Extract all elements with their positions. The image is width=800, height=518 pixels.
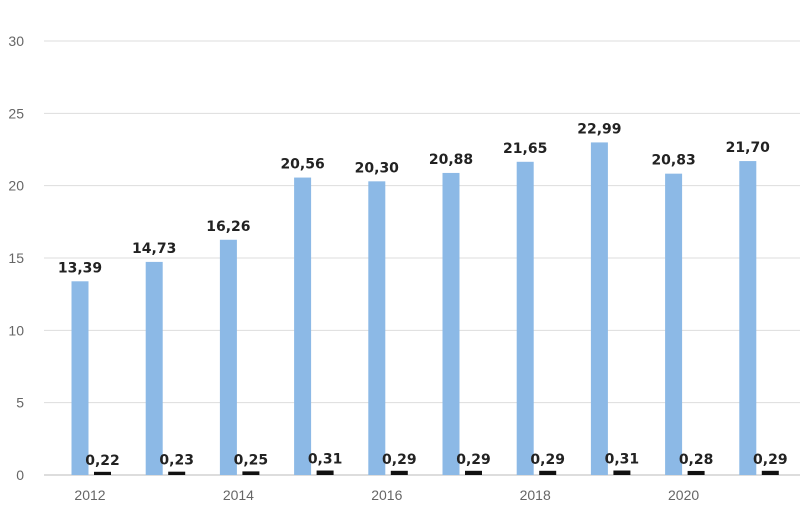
bar-2021 (739, 161, 757, 475)
bar-value-label: 20,88 (429, 152, 473, 168)
small-bar-value-label: 0,23 (159, 453, 194, 469)
y-tick-label: 15 (8, 250, 24, 266)
y-tick-label: 25 (8, 105, 24, 121)
y-axis: 0 5 10 15 20 25 30 (8, 33, 24, 483)
small-bar-2012 (94, 471, 111, 475)
small-bar-value-label: 0,22 (85, 453, 120, 469)
x-tick-label: 2020 (668, 487, 699, 503)
bar-value-label: 13,39 (58, 260, 102, 276)
bar-value-label: 20,30 (355, 160, 400, 176)
bar-2012 (71, 281, 89, 475)
bar-2016 (368, 181, 386, 475)
bar-2018 (516, 161, 534, 475)
small-bar-2021 (761, 470, 779, 475)
bar-value-label: 21,70 (726, 140, 771, 156)
small-bar-2018 (539, 470, 557, 475)
small-bar-2014 (242, 471, 260, 475)
bar-value-label: 21,65 (503, 141, 547, 157)
bar-2020 (665, 173, 683, 475)
bar-2019 (590, 142, 608, 476)
bar-value-label: 16,26 (206, 219, 250, 235)
y-tick-label: 20 (8, 178, 24, 194)
small-bar-value-label: 0,31 (308, 452, 343, 468)
small-bar-value-label: 0,29 (753, 452, 788, 468)
bar-2013 (145, 261, 163, 475)
bar-2015 (294, 177, 312, 475)
bars (71, 142, 779, 476)
data-labels: 13,39 0,22 14,73 0,23 16,26 0,25 20,56 0,31 20,3… (58, 121, 788, 468)
small-bar-value-label: 0,28 (679, 452, 714, 468)
y-tick-label: 30 (8, 33, 24, 49)
bar-value-label: 20,83 (651, 153, 695, 169)
bar-value-label: 20,56 (280, 157, 324, 173)
small-bar-2020 (687, 470, 705, 475)
y-tick-label: 5 (16, 395, 24, 411)
x-axis: 2012 2014 2016 2018 2020 (74, 487, 699, 503)
y-tick-label: 10 (8, 322, 24, 338)
small-bar-2019 (613, 470, 631, 475)
bar-value-label: 22,99 (577, 121, 621, 137)
small-bar-value-label: 0,29 (382, 452, 417, 468)
x-tick-label: 2012 (74, 487, 105, 503)
small-bar-value-label: 0,25 (234, 452, 269, 468)
bar-2017 (442, 172, 460, 475)
small-bar-2016 (390, 470, 408, 475)
small-bar-2017 (465, 470, 482, 475)
small-bar-value-label: 0,29 (456, 452, 491, 468)
x-tick-label: 2016 (371, 487, 402, 503)
x-tick-label: 2014 (223, 487, 254, 503)
small-bar-value-label: 0,31 (605, 452, 640, 468)
bar-2014 (219, 239, 237, 475)
x-tick-label: 2018 (520, 487, 551, 503)
small-bar-2013 (168, 471, 186, 475)
small-bar-2015 (316, 470, 334, 475)
y-tick-label: 0 (16, 467, 24, 483)
small-bar-value-label: 0,29 (530, 452, 565, 468)
grid-lines (44, 40, 800, 476)
bar-value-label: 14,73 (132, 241, 176, 257)
